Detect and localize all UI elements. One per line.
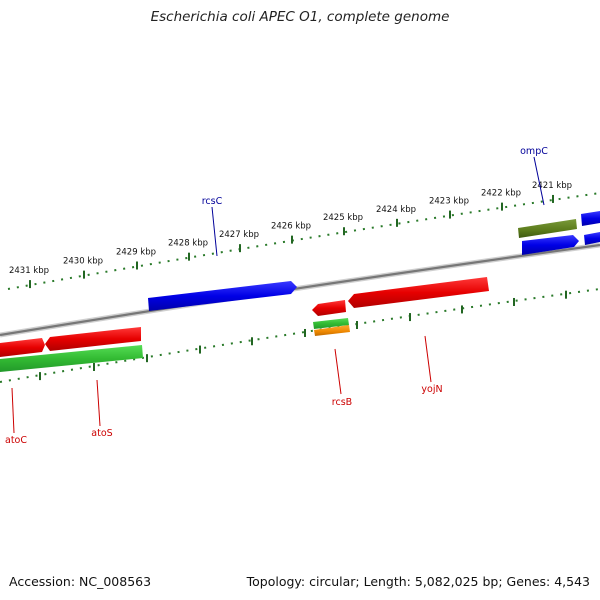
kbp-label: 2430 kbp (63, 257, 103, 267)
gene-label-lines (11, 156, 545, 434)
kbp-label: 2427 kbp (219, 230, 259, 240)
rcsC-gene[interactable] (148, 281, 297, 311)
atoC-gene[interactable] (0, 338, 45, 357)
accession-text: Accession: NC_008563 (9, 574, 152, 589)
green-gene-small[interactable] (313, 318, 349, 329)
kbp-label: 2425 kbp (323, 213, 363, 223)
forward-strand-genes (148, 211, 600, 311)
ompC-gene[interactable] (522, 235, 579, 255)
kbp-label: 2423 kbp (429, 197, 469, 207)
kbp-label: 2421 kbp (532, 181, 572, 191)
reverse-strand-genes (0, 277, 489, 372)
gene-label-atoC[interactable]: atoC (5, 435, 27, 446)
genome-title: Escherichia coli APEC O1, complete genom… (150, 9, 450, 25)
gene-label-ompC[interactable]: ompC (520, 146, 548, 157)
gene-label-yojN[interactable]: yojN (421, 384, 442, 395)
yojN-gene[interactable] (348, 277, 489, 308)
gene-label-atoS[interactable]: atoS (91, 428, 112, 439)
kbp-label: 2429 kbp (116, 247, 156, 257)
rcsB-gene[interactable] (312, 300, 346, 316)
inner-scale-ruler (0, 288, 600, 383)
atoB-gene[interactable] (45, 327, 141, 351)
kbp-label: 2424 kbp (376, 205, 416, 215)
forward-gene-edge-2[interactable] (584, 232, 600, 245)
olive-gene[interactable] (518, 219, 577, 238)
kbp-label: 2428 kbp (168, 239, 208, 249)
kbp-label: 2431 kbp (9, 266, 49, 276)
gene-label-rcsB[interactable]: rcsB (332, 397, 352, 408)
forward-gene-edge-1[interactable] (581, 211, 600, 226)
orange-gene-small[interactable] (314, 325, 350, 336)
gene-label-rcsC[interactable]: rcsC (202, 196, 223, 207)
outer-scale-ruler: 2431 kbp 2430 kbp 2429 kbp 2428 kbp 2427 kbp… (7, 181, 600, 290)
atoS-gene[interactable] (0, 345, 143, 372)
kbp-label: 2422 kbp (481, 189, 521, 199)
topology-text: Topology: circular; Length: 5,082,025 bp… (246, 574, 590, 589)
kbp-label: 2426 kbp (271, 222, 311, 232)
genome-backbone (0, 242, 600, 338)
gene-labels: rcsC ompC atoC atoS rcsB yojN (5, 146, 548, 446)
